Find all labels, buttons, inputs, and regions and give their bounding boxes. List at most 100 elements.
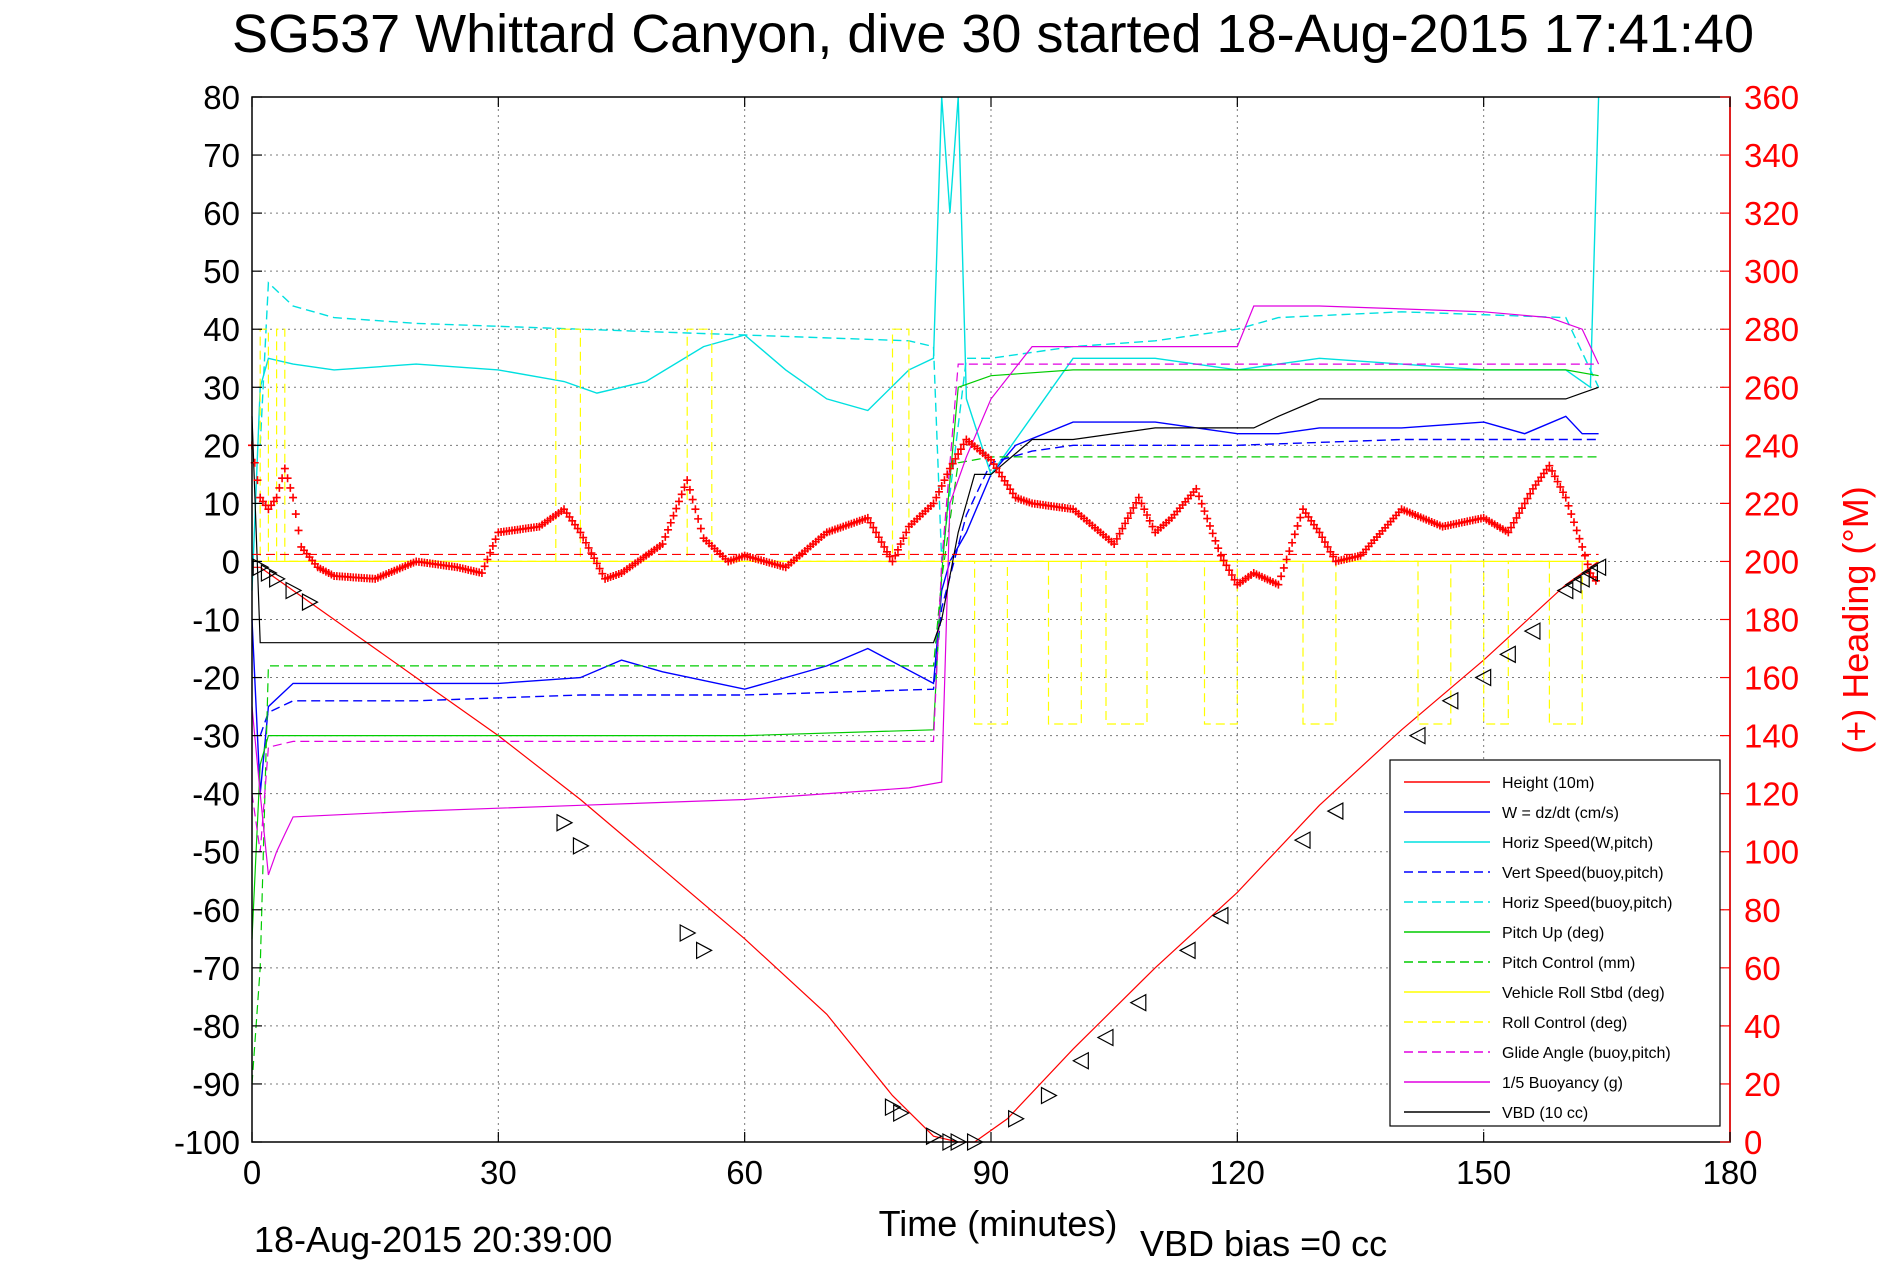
- nav-marker: [925, 1127, 943, 1146]
- heading-marker: [1110, 540, 1119, 549]
- heading-marker: [289, 493, 298, 502]
- heading-marker: [1274, 580, 1283, 589]
- chart-title: SG537 Whittard Canyon, dive 30 started 1…: [232, 4, 1754, 64]
- series-line-horiz-speed-w-pitch: [251, 96, 1600, 591]
- nav-marker: [269, 569, 286, 588]
- heading-marker: [1323, 542, 1332, 551]
- heading-marker: [882, 547, 891, 556]
- y2-tick-label: 0: [1744, 1124, 1762, 1161]
- heading-marker: [874, 533, 883, 542]
- heading-marker: [1288, 538, 1297, 547]
- nav-marker: [1564, 575, 1582, 594]
- nav-marker: [893, 1103, 910, 1122]
- y2-tick-label: 280: [1744, 311, 1799, 348]
- x-tick-label: 180: [1702, 1154, 1757, 1191]
- y-tick-label: -90: [192, 1066, 240, 1103]
- legend-box: [1389, 759, 1721, 1127]
- heading-marker: [1285, 547, 1294, 556]
- y-tick-label: -70: [192, 950, 240, 987]
- x-tick-label: 120: [1210, 1154, 1265, 1191]
- heading-marker: [1329, 552, 1338, 561]
- heading-marker: [696, 524, 705, 533]
- heading-marker: [959, 440, 968, 449]
- heading-marker: [294, 526, 303, 535]
- legend-entry: Height (10m): [1502, 775, 1594, 792]
- y2-tick-label: 320: [1744, 195, 1799, 232]
- legend: Height (10m) W = dz/dt (cm/s) Horiz Speed(…: [1389, 759, 1721, 1127]
- y2-tick-label: 220: [1744, 485, 1799, 522]
- legend-entry: W = dz/dt (cm/s): [1502, 805, 1619, 822]
- legend-entry: Roll Control (deg): [1502, 1015, 1627, 1032]
- nav-marker: [260, 564, 278, 583]
- nav-marker: [1326, 802, 1344, 821]
- y2-tick-label: 40: [1744, 1008, 1781, 1045]
- x-tick-label: 0: [243, 1154, 261, 1191]
- heading-marker: [587, 549, 596, 558]
- heading-marker: [951, 454, 960, 463]
- y-tick-label: 0: [222, 543, 240, 580]
- heading-marker: [1515, 509, 1524, 518]
- footer-timestamp: 18-Aug-2015 20:39:00: [254, 1219, 612, 1260]
- y2-tick-labels: 3603403203002802602402202001801601401201…: [1744, 79, 1799, 1161]
- legend-entry: 1/5 Buoyancy (g): [1502, 1075, 1623, 1092]
- series-line-pitch-control-mm: [251, 456, 1599, 1084]
- heading-marker: [253, 476, 262, 485]
- heading-marker: [896, 540, 905, 549]
- heading-marker: [1517, 504, 1526, 513]
- nav-marker: [1408, 726, 1426, 745]
- heading-marker: [694, 514, 703, 523]
- heading-markers: [248, 435, 1600, 589]
- y-tick-label: -80: [192, 1008, 240, 1045]
- heading-marker: [576, 528, 585, 537]
- heading-marker: [866, 518, 875, 527]
- y-tick-label: 40: [203, 311, 240, 348]
- heading-marker: [1214, 544, 1223, 553]
- y2-tick-label: 180: [1744, 602, 1799, 639]
- nav-marker: [285, 581, 303, 600]
- heading-marker: [1192, 484, 1201, 493]
- heading-marker: [483, 555, 492, 564]
- heading-marker: [1227, 570, 1236, 579]
- series-line-vbd-10-cc: [251, 386, 1599, 644]
- heading-marker: [1512, 513, 1521, 522]
- heading-marker: [477, 569, 486, 578]
- heading-marker: [1121, 519, 1130, 528]
- nav-marker: [1040, 1086, 1058, 1105]
- heading-marker: [1211, 536, 1220, 545]
- heading-marker: [1507, 523, 1516, 532]
- heading-marker: [954, 450, 963, 459]
- heading-marker: [1569, 518, 1578, 527]
- heading-marker: [880, 542, 889, 551]
- heading-marker: [1115, 529, 1124, 538]
- heading-marker: [956, 445, 965, 454]
- heading-marker: [1277, 572, 1286, 581]
- heading-marker: [1553, 477, 1562, 486]
- nav-marker: [1572, 569, 1590, 588]
- heading-marker: [664, 525, 673, 534]
- heading-marker: [688, 495, 697, 504]
- heading-marker: [1293, 521, 1302, 530]
- series-line-glide-angle-buoy-pitch: [251, 363, 1599, 852]
- heading-marker: [1126, 509, 1135, 518]
- heading-marker: [893, 545, 902, 554]
- legend-entry: Horiz Speed(W,pitch): [1502, 835, 1653, 852]
- heading-marker: [1279, 563, 1288, 572]
- nav-marker: [1581, 564, 1599, 583]
- y-tick-label: 80: [203, 79, 240, 116]
- nav-marker: [1589, 558, 1607, 577]
- heading-marker: [989, 460, 998, 469]
- heading-marker: [1112, 534, 1121, 543]
- heading-marker: [1320, 538, 1329, 547]
- x-tick-label: 150: [1456, 1154, 1511, 1191]
- heading-marker: [1008, 489, 1017, 498]
- heading-marker: [1143, 511, 1152, 519]
- heading-marker: [486, 548, 495, 557]
- footer-vbd-bias: VBD bias =0 cc: [1140, 1223, 1387, 1262]
- heading-marker: [1559, 488, 1568, 497]
- nav-marker: [1474, 668, 1492, 687]
- heading-marker: [1564, 501, 1573, 510]
- heading-marker: [1123, 514, 1132, 523]
- heading-marker: [1208, 529, 1217, 538]
- y2-tick-label: 20: [1744, 1066, 1781, 1103]
- series-line-roll-control-deg: [252, 328, 1599, 725]
